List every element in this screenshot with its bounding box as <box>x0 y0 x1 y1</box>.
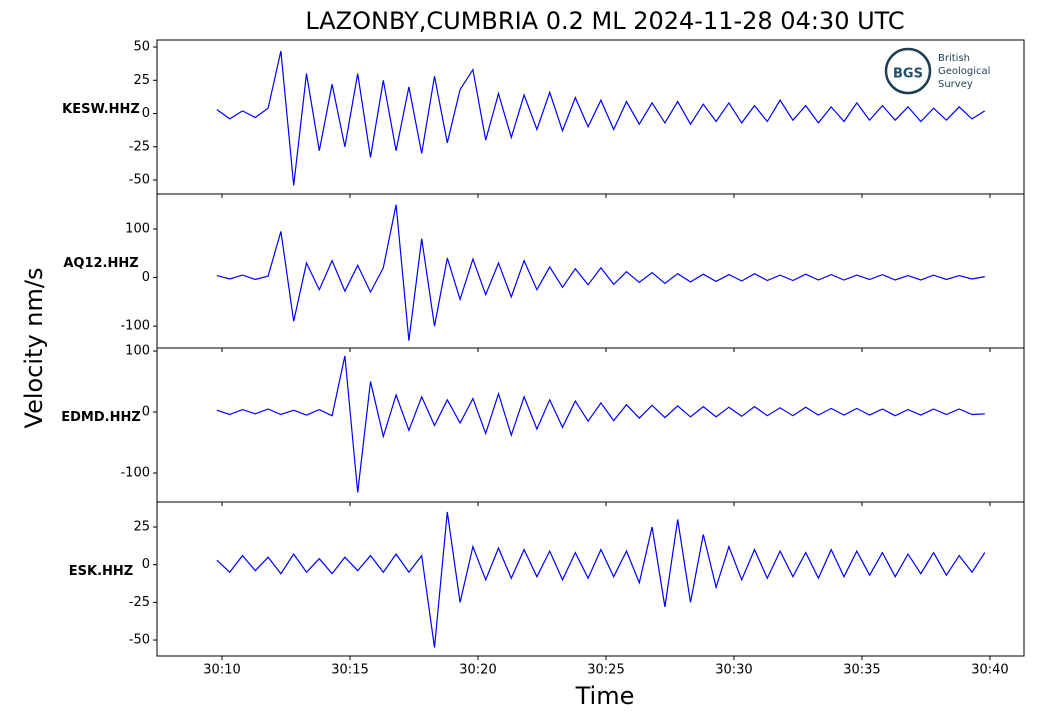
logo-ring <box>884 47 932 95</box>
station-label: ESK.HHZ <box>69 564 133 579</box>
y-tick-label: -100 <box>120 319 150 334</box>
logo: BGS British Geological Survey <box>884 47 990 95</box>
x-tick-label: 30:25 <box>587 663 624 678</box>
y-tick-label: 100 <box>125 221 150 236</box>
y-tick-label: -50 <box>129 633 150 648</box>
trace <box>216 355 985 493</box>
y-tick-label: 0 <box>142 106 150 121</box>
x-tick-label: 30:35 <box>843 663 880 678</box>
logo-text: Survey <box>938 79 973 90</box>
station-label: AQ12.HHZ <box>63 256 138 271</box>
panel-frame <box>156 347 1025 503</box>
logo-text: British <box>938 53 970 64</box>
x-tick-label: 30:10 <box>203 663 240 678</box>
y-tick-label: 100 <box>125 344 150 359</box>
x-tick-label: 30:15 <box>331 663 368 678</box>
x-tick-label: 30:20 <box>459 663 496 678</box>
station-label: KESW.HHZ <box>62 102 140 117</box>
logo-text: Geological <box>938 66 990 77</box>
y-tick-label: 50 <box>133 40 150 55</box>
y-tick-label: -50 <box>129 173 150 188</box>
logo-mark: BGS <box>893 67 923 82</box>
y-axis-label: Velocity nm/s <box>20 268 48 429</box>
x-axis-label: Time <box>575 682 635 710</box>
y-tick-label: 0 <box>142 270 150 285</box>
y-tick-label: -100 <box>120 466 150 481</box>
chart-title: LAZONBY,CUMBRIA 0.2 ML 2024-11-28 04:30 … <box>305 7 904 35</box>
y-tick-label: 0 <box>142 557 150 572</box>
y-tick-label: -25 <box>129 595 150 610</box>
station-label: EDMD.HHZ <box>61 410 141 425</box>
panel-frame <box>156 501 1025 657</box>
y-tick-label: 25 <box>133 73 150 88</box>
y-tick-label: 25 <box>133 520 150 535</box>
trace <box>216 50 986 186</box>
y-tick-label: -25 <box>129 139 150 154</box>
trace <box>216 511 986 648</box>
x-tick-label: 30:40 <box>971 663 1008 678</box>
y-tick-label: 0 <box>142 405 150 420</box>
x-tick-label: 30:30 <box>715 663 752 678</box>
trace <box>216 204 985 341</box>
